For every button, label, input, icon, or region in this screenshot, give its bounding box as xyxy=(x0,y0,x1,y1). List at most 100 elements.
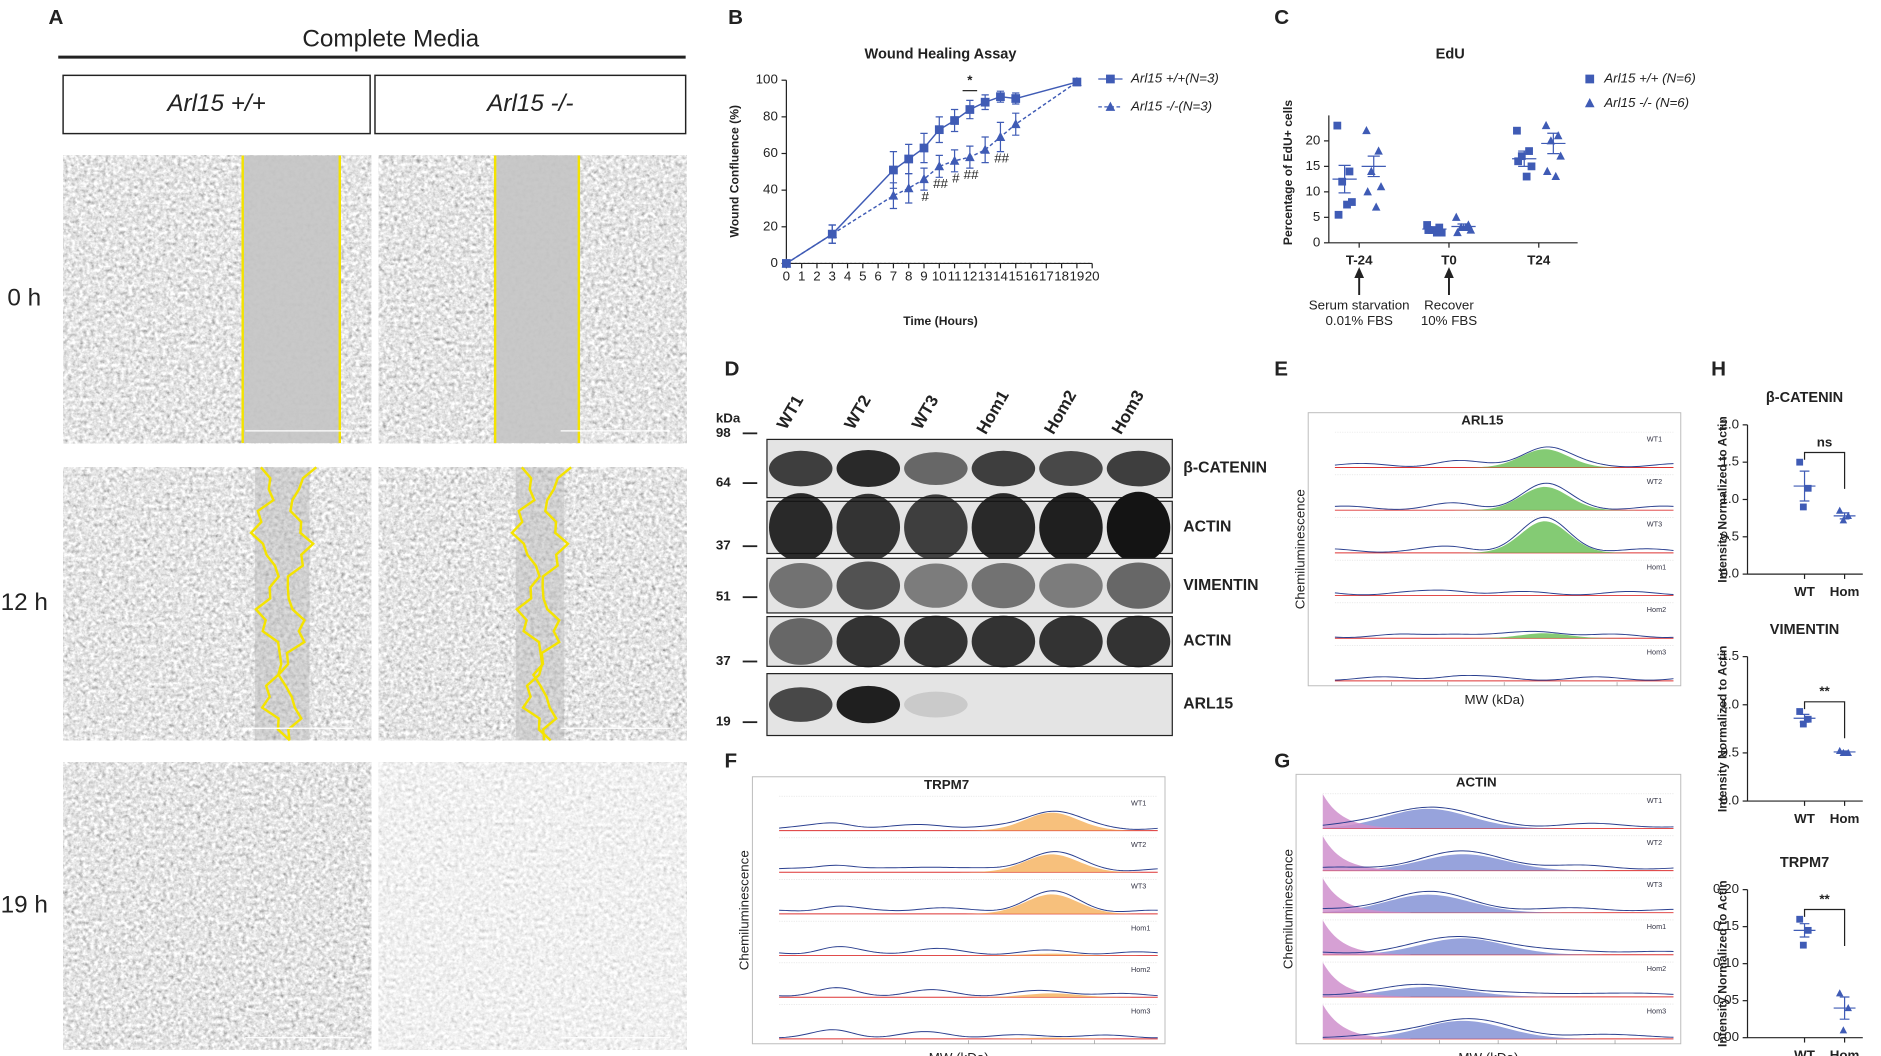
significance-bracket xyxy=(1803,451,1846,489)
chart-title: EdU xyxy=(1436,47,1465,63)
y-axis-label: Intensity Normalized to Actin xyxy=(1715,416,1729,583)
marker xyxy=(1362,126,1371,135)
arrow-head xyxy=(1354,267,1365,279)
trace-peak xyxy=(1334,633,1674,639)
trace-label: Hom3 xyxy=(1131,1007,1150,1016)
trace-peak xyxy=(779,894,1158,914)
legend-label: Arl15 -/-(N=3) xyxy=(1130,98,1212,113)
marker xyxy=(934,161,945,171)
x-tick-label: 14 xyxy=(993,268,1008,283)
trace-curve xyxy=(1334,482,1674,510)
marker xyxy=(1584,98,1595,108)
trace-curve xyxy=(779,987,1158,997)
trace-peak xyxy=(1322,808,1674,829)
blot-band xyxy=(1039,492,1103,563)
trace-curve xyxy=(779,890,1158,913)
mw-marker: 64 xyxy=(716,475,731,490)
marker xyxy=(1556,151,1565,160)
marker xyxy=(904,154,914,164)
panel-label: D xyxy=(724,358,739,381)
trace-edge xyxy=(1322,794,1411,829)
marker xyxy=(949,155,960,165)
y-axis-label: Intensity Normalized to Actin xyxy=(1715,646,1729,813)
x-tick-label: 0 xyxy=(783,268,790,283)
band-label: β-CATENIN xyxy=(1183,460,1267,477)
panel-label: E xyxy=(1274,358,1288,381)
trace-label: WT3 xyxy=(1647,880,1662,889)
blot-band xyxy=(836,561,901,610)
wound-gap xyxy=(242,155,340,444)
x-tick-label: 6 xyxy=(874,268,881,283)
mw-marker: 98 xyxy=(716,425,731,440)
blot-band xyxy=(904,563,968,608)
error-bar xyxy=(1338,164,1351,194)
trace-label: WT3 xyxy=(1131,882,1146,891)
x-axis-label: MW (kDa) xyxy=(1458,1050,1518,1056)
annotation: 10% FBS xyxy=(1421,313,1477,328)
blot-band xyxy=(904,691,968,718)
trace-curve xyxy=(1322,850,1674,870)
trace-peak xyxy=(779,812,1158,831)
y-tick-label: 20 xyxy=(763,218,778,233)
y-tick-label: 0.15 xyxy=(1713,918,1739,933)
x-tick-label: Hom xyxy=(1830,1047,1860,1056)
marker xyxy=(1541,120,1551,130)
blot-band xyxy=(836,450,901,488)
trace-curve xyxy=(1334,674,1674,681)
x-tick-label: 19 xyxy=(1069,268,1084,283)
trace-peak xyxy=(1334,449,1674,468)
significance-bracket xyxy=(1803,908,1846,946)
trace-curve xyxy=(779,851,1158,872)
marker xyxy=(1345,167,1354,176)
trace-edge xyxy=(1322,1004,1411,1039)
blot-band xyxy=(904,615,968,668)
x-tick-label: T-24 xyxy=(1346,253,1373,268)
trace-label: WT3 xyxy=(1647,520,1662,529)
marker xyxy=(1799,720,1807,728)
mw-marker: 51 xyxy=(716,589,731,604)
x-tick-label: 20 xyxy=(1085,268,1100,283)
marker xyxy=(1376,182,1386,191)
annotation: # xyxy=(952,171,960,186)
trace-peak xyxy=(1322,894,1674,913)
error-bar xyxy=(1839,750,1850,754)
x-tick-label: 12 xyxy=(962,268,977,283)
trace-label: WT1 xyxy=(1647,434,1662,443)
micrograph xyxy=(378,762,687,1050)
column-box xyxy=(62,74,371,135)
marker xyxy=(965,151,975,162)
error-bar xyxy=(1799,470,1810,502)
trace-label: Hom1 xyxy=(1647,562,1666,571)
marker xyxy=(1466,225,1476,234)
y-tick-label: 1.5 xyxy=(1720,648,1739,663)
mw-marker: 37 xyxy=(716,538,731,553)
marker xyxy=(1836,506,1844,514)
marker xyxy=(1527,162,1536,171)
marker xyxy=(1338,177,1347,186)
annotation: Serum starvation xyxy=(1309,297,1410,312)
wound-edge xyxy=(277,466,318,741)
overlay xyxy=(378,762,687,1050)
trace-curve xyxy=(1322,936,1674,954)
trace-label: Hom1 xyxy=(1647,922,1666,931)
y-tick-label: 0.5 xyxy=(1720,744,1739,759)
y-tick-label: 0 xyxy=(770,255,777,270)
x-tick-label: Hom xyxy=(1830,584,1860,599)
error-bar xyxy=(1799,713,1810,723)
trace-curve xyxy=(1334,630,1674,638)
blot-band xyxy=(768,618,833,665)
band-label: ACTIN xyxy=(1183,633,1231,650)
marker xyxy=(1451,212,1461,221)
marker xyxy=(1553,131,1563,140)
blot-band xyxy=(1039,615,1103,668)
chart-title: Wound Healing Assay xyxy=(865,47,1018,63)
wound-edge xyxy=(510,466,552,742)
blot-band xyxy=(1039,451,1103,487)
marker xyxy=(1424,226,1433,234)
column-label: Arl15 +/+ xyxy=(165,90,265,117)
marker xyxy=(1543,166,1552,175)
blot-band xyxy=(768,563,833,609)
marker xyxy=(1804,715,1812,723)
trace-peak xyxy=(1322,1020,1674,1039)
blot-band xyxy=(904,452,968,485)
